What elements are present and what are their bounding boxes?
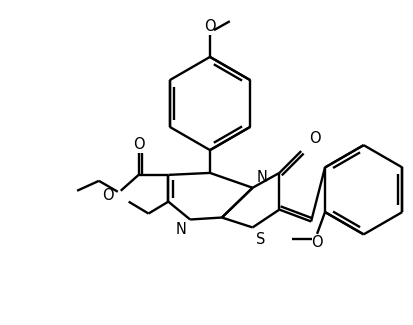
Text: O: O bbox=[133, 136, 144, 152]
Text: N: N bbox=[256, 170, 267, 185]
Text: O: O bbox=[311, 235, 322, 250]
Text: S: S bbox=[255, 232, 264, 247]
Text: N: N bbox=[175, 223, 186, 238]
Text: O: O bbox=[309, 131, 320, 146]
Text: O: O bbox=[102, 188, 114, 203]
Text: O: O bbox=[204, 19, 215, 34]
